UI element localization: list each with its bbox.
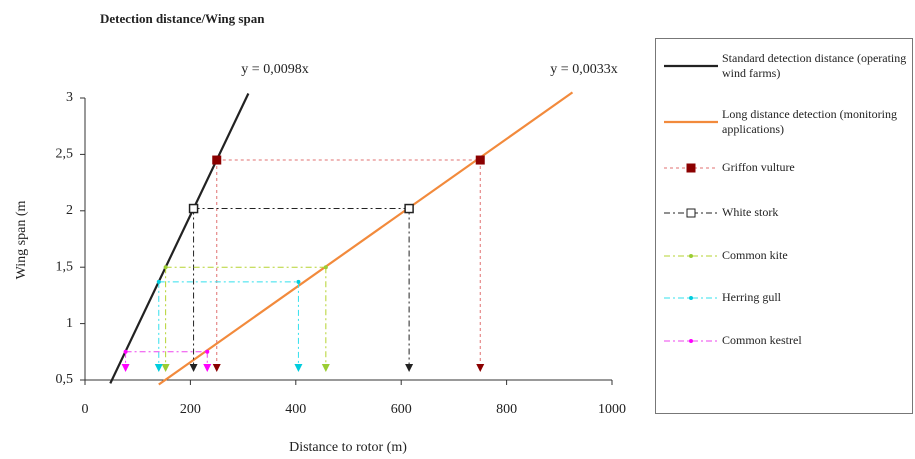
legend-swatch bbox=[664, 163, 718, 172]
marker bbox=[323, 265, 328, 270]
y-axis-label: Wing span (m bbox=[14, 201, 29, 280]
marker bbox=[156, 279, 161, 284]
legend-marker bbox=[689, 338, 693, 343]
drop-arrow bbox=[203, 364, 212, 372]
legend-item: Common kestrel bbox=[664, 333, 912, 348]
x-tick-label: 1000 bbox=[598, 402, 626, 417]
legend-marker bbox=[686, 163, 696, 172]
annotation: y = 0,0033x bbox=[550, 62, 617, 77]
marker bbox=[188, 203, 199, 214]
legend: Standard detection distance (operating w… bbox=[655, 38, 913, 414]
legend-swatch bbox=[664, 295, 718, 300]
legend-item: Common kite bbox=[664, 248, 912, 263]
drop-arrow bbox=[212, 364, 221, 372]
series-line bbox=[158, 91, 574, 386]
marker bbox=[212, 155, 222, 165]
legend-swatch bbox=[664, 338, 718, 343]
legend-item: White stork bbox=[664, 205, 912, 220]
drop-arrow bbox=[154, 364, 163, 372]
x-tick-label: 800 bbox=[496, 402, 517, 417]
marker bbox=[163, 265, 168, 270]
y-tick-label: 2 bbox=[66, 203, 73, 218]
y-tick-label: 3 bbox=[66, 90, 73, 105]
legend-marker bbox=[686, 208, 696, 217]
legend-swatch bbox=[664, 253, 718, 258]
legend-item: Standard detection distance (operating w… bbox=[664, 51, 912, 81]
legend-swatch bbox=[664, 208, 718, 217]
marker bbox=[404, 203, 414, 214]
legend-marker bbox=[689, 253, 693, 258]
x-tick-label: 0 bbox=[82, 402, 89, 417]
marker bbox=[475, 155, 485, 165]
legend-label: Herring gull bbox=[722, 290, 781, 304]
legend-label: Common kestrel bbox=[722, 333, 802, 347]
y-tick-label: 1,5 bbox=[56, 259, 74, 274]
legend-item: Herring gull bbox=[664, 290, 912, 305]
legend-swatch bbox=[664, 64, 718, 68]
x-axis-label: Distance to rotor (m) bbox=[289, 440, 407, 455]
marker bbox=[123, 349, 128, 354]
legend-label: Griffon vulture bbox=[722, 160, 795, 174]
x-tick-label: 400 bbox=[285, 402, 306, 417]
x-tick-label: 600 bbox=[391, 402, 412, 417]
drop-arrow bbox=[476, 364, 485, 372]
legend-marker bbox=[689, 295, 693, 300]
drop-arrow bbox=[321, 364, 330, 372]
drop-arrow bbox=[405, 364, 414, 372]
annotation: y = 0,0098x bbox=[241, 62, 308, 77]
marker bbox=[205, 349, 210, 354]
legend-swatch bbox=[664, 120, 718, 124]
chart-title: Detection distance/Wing span bbox=[100, 11, 265, 26]
y-tick-label: 2,5 bbox=[56, 147, 74, 162]
legend-label: Common kite bbox=[722, 248, 788, 262]
legend-label: Standard detection distance (operating w… bbox=[722, 51, 907, 80]
legend-label: Long distance detection (monitoring appl… bbox=[722, 107, 897, 136]
series-line bbox=[109, 93, 250, 384]
legend-item: Griffon vulture bbox=[664, 160, 912, 175]
y-tick-label: 1 bbox=[66, 316, 73, 331]
drop-arrow bbox=[294, 364, 303, 372]
drop-arrow bbox=[161, 364, 170, 372]
marker bbox=[296, 279, 301, 284]
legend-item: Long distance detection (monitoring appl… bbox=[664, 107, 912, 137]
drop-arrow bbox=[121, 364, 130, 372]
drop-arrow bbox=[189, 364, 198, 372]
legend-label: White stork bbox=[722, 205, 779, 219]
y-tick-label: 0,5 bbox=[56, 372, 74, 387]
x-tick-label: 200 bbox=[180, 402, 201, 417]
